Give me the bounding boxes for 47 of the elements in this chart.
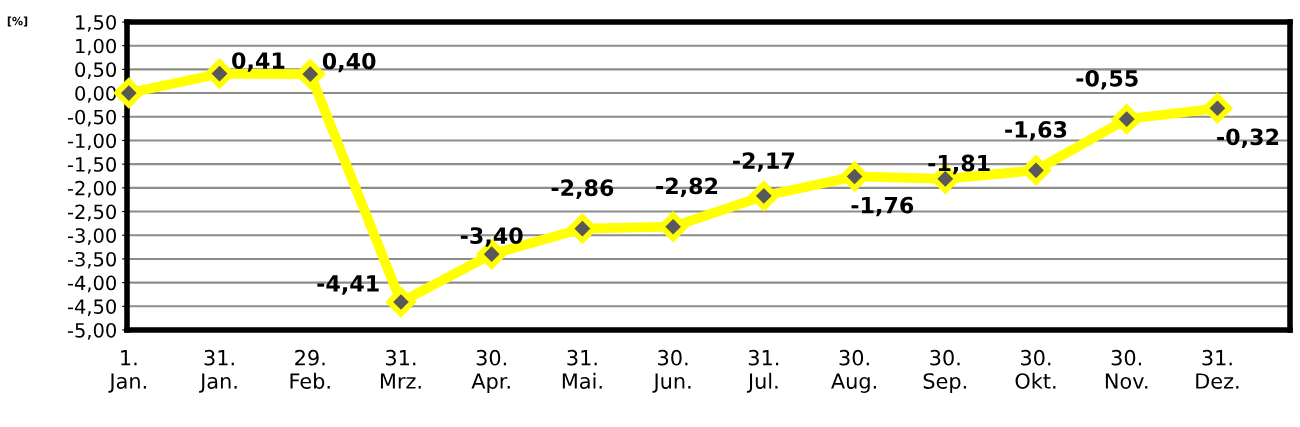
x-tick-label: 31. Dez. xyxy=(1196,349,1239,389)
point xyxy=(114,78,144,108)
y-tick-label: 1,00 xyxy=(76,38,116,56)
y-tick-label: -1,50 xyxy=(67,157,116,174)
data-label: -2,86 xyxy=(551,179,614,199)
data-label: -3,40 xyxy=(460,227,523,247)
x-tick-label: 31. Mai. xyxy=(562,349,602,389)
point xyxy=(749,181,779,211)
data-label: -2,82 xyxy=(656,177,718,198)
y-tick-label: -5,00 xyxy=(67,322,116,340)
data-label: -1,76 xyxy=(851,196,914,217)
point xyxy=(567,214,597,244)
data-label: -0,32 xyxy=(1217,128,1279,149)
y-tick-label: 0,50 xyxy=(75,62,116,80)
y-tick-label: 0,00 xyxy=(75,86,116,103)
data-label: -0,55 xyxy=(1076,69,1138,90)
point xyxy=(1202,93,1232,123)
x-tick-label: 30. Aug. xyxy=(831,349,876,393)
y-tick-label: -2,00 xyxy=(67,180,116,198)
point xyxy=(1021,155,1051,185)
point xyxy=(386,287,416,317)
x-tick-label: 31. Mrz. xyxy=(380,349,421,389)
y-tick-label: -3,50 xyxy=(67,251,116,269)
data-label: 0,40 xyxy=(322,52,376,73)
x-tick-label: 30. Apr. xyxy=(471,349,510,393)
y-tick-label: -1,00 xyxy=(67,133,116,151)
y-tick-label: 1,50 xyxy=(76,14,116,32)
data-label: 0,41 xyxy=(232,52,285,72)
y-tick-label: -2,50 xyxy=(67,204,116,222)
x-tick-label: 30. Nov. xyxy=(1105,349,1148,389)
data-label: -2,17 xyxy=(733,152,795,172)
x-tick-label: 1. Jan. xyxy=(108,350,146,393)
x-tick-label: 31. Jul. xyxy=(746,349,779,393)
y-axis-title: [%] xyxy=(7,16,28,27)
y-tick-label: -4,00 xyxy=(67,275,116,293)
data-label: -1,81 xyxy=(928,154,990,175)
x-tick-label: 31. Jan. xyxy=(199,349,237,393)
data-label: -4,41 xyxy=(317,275,379,295)
x-tick-label: 29. Feb. xyxy=(290,349,330,389)
x-tick-label: 30. Okt. xyxy=(1015,349,1056,389)
point xyxy=(1112,104,1142,134)
y-tick-label: -3,00 xyxy=(67,228,116,245)
x-tick-label: 30. Sep. xyxy=(923,349,966,393)
y-tick-label: -0,50 xyxy=(67,109,116,127)
x-tick-label: 30. Jun. xyxy=(652,349,691,393)
y-tick-label: -4,50 xyxy=(67,299,116,316)
data-label: -1,63 xyxy=(1005,121,1067,141)
